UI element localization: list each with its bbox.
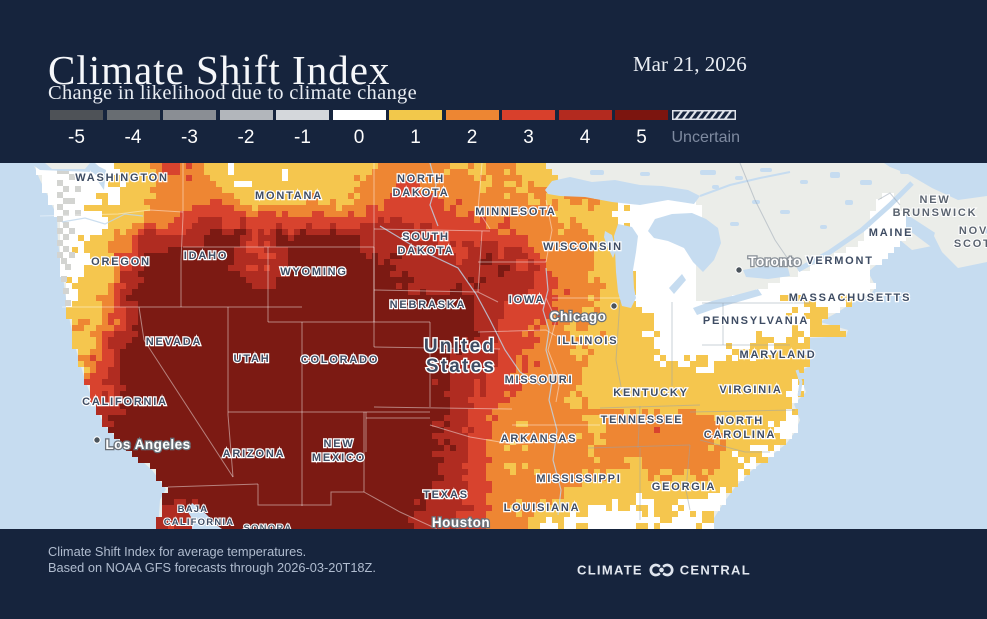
svg-text:CAROLINA: CAROLINA: [704, 429, 776, 441]
svg-text:NEBRASKA: NEBRASKA: [390, 299, 467, 311]
svg-text:VIRGINIA: VIRGINIA: [719, 384, 782, 396]
svg-text:ARKANSAS: ARKANSAS: [501, 433, 578, 445]
svg-text:NORTH: NORTH: [397, 173, 445, 185]
svg-text:KENTUCKY: KENTUCKY: [613, 387, 689, 399]
svg-text:TENNESSEE: TENNESSEE: [601, 414, 684, 426]
svg-text:SONORA: SONORA: [244, 523, 293, 529]
svg-text:CALIFORNIA: CALIFORNIA: [82, 396, 168, 408]
svg-text:United: United: [424, 336, 496, 357]
svg-text:LOUISIANA: LOUISIANA: [504, 502, 581, 514]
svg-text:MAINE: MAINE: [869, 227, 913, 239]
svg-text:NEVADA: NEVADA: [146, 336, 202, 348]
svg-text:NEW: NEW: [919, 194, 950, 206]
svg-text:CALIFORNIA: CALIFORNIA: [164, 517, 235, 528]
svg-text:SOUTH: SOUTH: [402, 231, 450, 243]
svg-text:Chicago: Chicago: [550, 309, 607, 324]
svg-text:IDAHO: IDAHO: [184, 250, 228, 262]
svg-text:NEW: NEW: [323, 438, 354, 450]
svg-text:MEXICO: MEXICO: [312, 452, 366, 464]
svg-text:WYOMING: WYOMING: [280, 266, 348, 278]
svg-text:UTAH: UTAH: [234, 353, 271, 365]
svg-text:ILLINOIS: ILLINOIS: [558, 335, 619, 347]
svg-text:TEXAS: TEXAS: [423, 489, 469, 501]
svg-text:IOWA: IOWA: [509, 294, 546, 306]
svg-text:VERMONT: VERMONT: [806, 255, 874, 267]
svg-text:MARYLAND: MARYLAND: [740, 349, 817, 361]
svg-text:MINNESOTA: MINNESOTA: [475, 206, 556, 218]
svg-text:MISSOURI: MISSOURI: [505, 374, 574, 386]
svg-text:Toronto: Toronto: [748, 254, 801, 269]
svg-text:States: States: [426, 356, 496, 377]
svg-text:NOVA: NOVA: [959, 225, 987, 237]
svg-text:MASSACHUSETTS: MASSACHUSETTS: [789, 292, 911, 304]
svg-text:BRUNSWICK: BRUNSWICK: [893, 207, 978, 219]
svg-text:Houston: Houston: [432, 515, 490, 529]
svg-text:PENNSYLVANIA: PENNSYLVANIA: [703, 315, 809, 327]
svg-text:COLORADO: COLORADO: [301, 354, 380, 366]
svg-text:MONTANA: MONTANA: [255, 190, 323, 202]
svg-text:WISCONSIN: WISCONSIN: [543, 241, 623, 253]
svg-text:DAKOTA: DAKOTA: [397, 245, 454, 257]
svg-text:BAJA: BAJA: [178, 504, 209, 515]
svg-text:DAKOTA: DAKOTA: [392, 187, 449, 199]
svg-text:GEORGIA: GEORGIA: [652, 481, 717, 493]
svg-text:Los Angeles: Los Angeles: [105, 437, 190, 452]
svg-text:WASHINGTON: WASHINGTON: [75, 172, 169, 184]
svg-text:ARIZONA: ARIZONA: [223, 448, 286, 460]
svg-text:SCOTIA: SCOTIA: [954, 238, 987, 250]
svg-text:MISSISSIPPI: MISSISSIPPI: [536, 473, 621, 485]
svg-text:OREGON: OREGON: [91, 256, 151, 268]
svg-text:NORTH: NORTH: [716, 415, 764, 427]
